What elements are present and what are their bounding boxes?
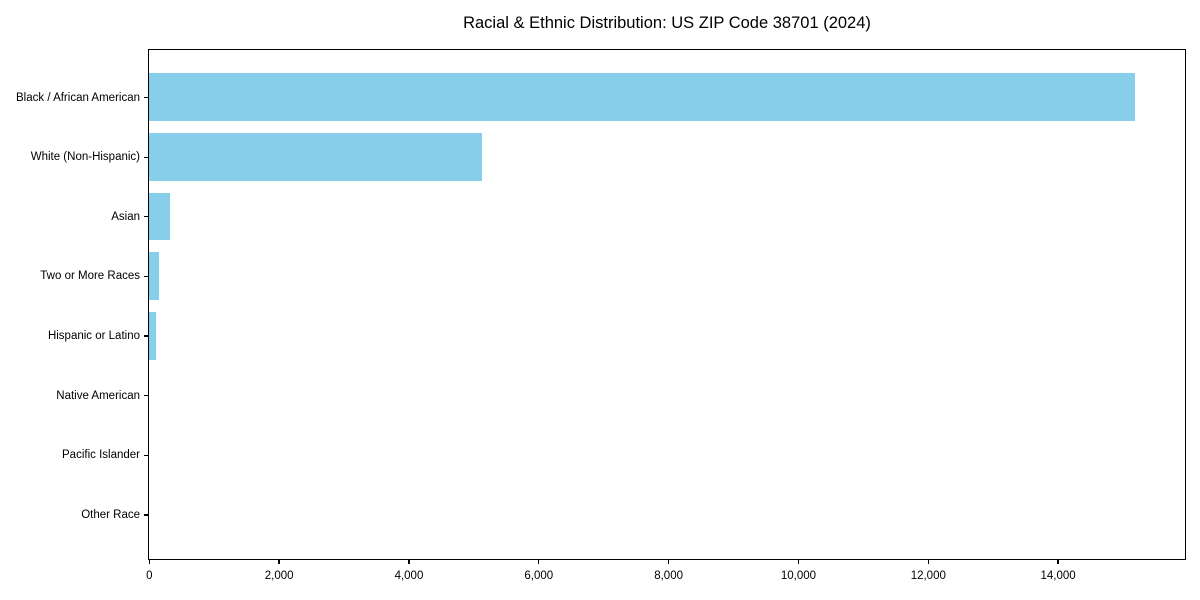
x-axis-tick-label: 0	[146, 570, 153, 582]
y-axis-tick	[144, 454, 148, 457]
y-axis-tick	[144, 335, 148, 337]
y-axis-label: White (Non-Hispanic)	[30, 151, 140, 164]
y-axis-label: Two or More Races	[40, 270, 140, 283]
y-axis-tick	[144, 96, 148, 99]
x-axis-tick-label: 10,000	[780, 570, 817, 582]
x-axis-tick-label: 4,000	[394, 570, 424, 582]
y-axis-label: Black / African American	[16, 91, 140, 104]
y-axis-tick	[144, 395, 148, 397]
x-axis-tick	[927, 560, 929, 564]
x-axis-tick	[278, 560, 280, 564]
bar	[149, 192, 170, 241]
y-axis-label: Asian	[111, 210, 140, 223]
chart-title: Racial & Ethnic Distribution: US ZIP Cod…	[463, 14, 871, 32]
y-axis-tick	[144, 514, 148, 516]
bar	[149, 133, 483, 181]
y-axis-tick	[144, 216, 148, 218]
x-axis-tick-label: 8,000	[654, 570, 683, 582]
y-axis-label: Pacific Islander	[62, 449, 140, 462]
x-axis-tick-label: 2,000	[264, 570, 294, 582]
x-axis-tick	[538, 560, 540, 564]
x-axis-tick	[667, 560, 670, 564]
x-axis-tick	[1057, 560, 1059, 564]
x-axis-tick-label: 14,000	[1040, 570, 1076, 582]
bar	[149, 312, 157, 360]
x-axis-tick	[148, 560, 150, 564]
plot-area	[148, 49, 1186, 560]
y-axis-tick	[144, 156, 148, 158]
y-axis-label: Native American	[56, 389, 140, 402]
y-axis-label: Other Race	[81, 509, 140, 522]
x-axis-tick-label: 6,000	[524, 570, 554, 582]
bar	[149, 252, 159, 300]
x-axis-tick	[797, 560, 800, 564]
y-axis-label: Hispanic or Latino	[47, 330, 140, 343]
x-axis-tick-label: 12,000	[910, 570, 946, 582]
x-axis-tick	[408, 560, 410, 564]
y-axis-tick	[144, 275, 148, 278]
bar	[149, 73, 1136, 121]
